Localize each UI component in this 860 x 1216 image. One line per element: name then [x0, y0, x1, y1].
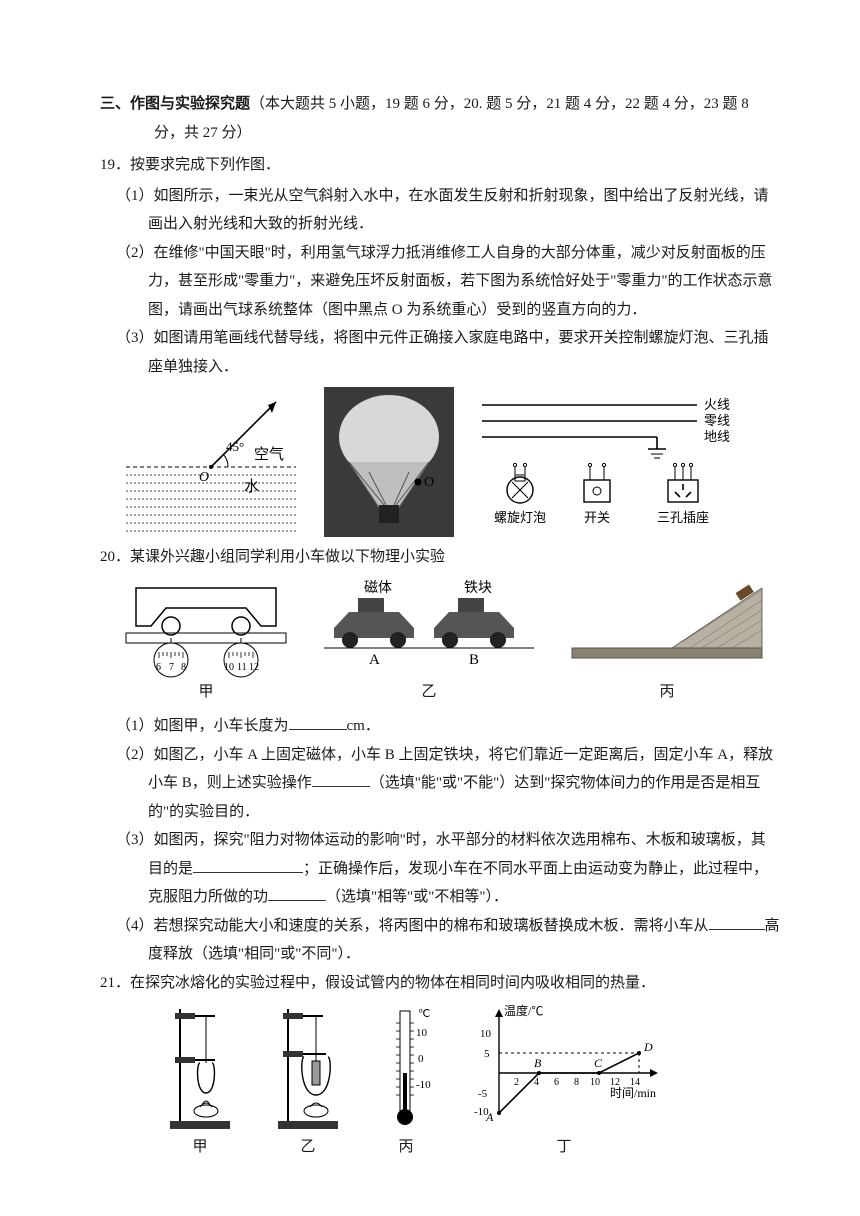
- fig21-yi: [268, 1003, 348, 1133]
- section-note-line1: （本大题共 5 小题，19 题 6 分，20. 题 5 分，21 题 4 分，2…: [250, 96, 749, 112]
- svg-text:温度/℃: 温度/℃: [504, 1003, 543, 1018]
- angle-label: 45°: [226, 439, 244, 454]
- svg-text:10: 10: [416, 1027, 428, 1039]
- svg-text:D: D: [643, 1040, 653, 1054]
- q20-stem: 20．某课外兴趣小组同学利用小车做以下物理小实验: [100, 543, 780, 572]
- svg-text:10: 10: [590, 1077, 600, 1088]
- svg-text:8: 8: [181, 662, 186, 673]
- label21-jia: 甲: [192, 1133, 207, 1162]
- section-title: 三、作图与实验探究题: [100, 96, 250, 112]
- svg-text:0: 0: [418, 1053, 424, 1065]
- svg-text:-10: -10: [416, 1079, 431, 1091]
- fig-light-refraction: 45° O 空气 水: [116, 387, 306, 537]
- q19-figures: 45° O 空气 水 O 火线: [116, 387, 780, 537]
- q20-figures: 678 101112 甲 磁体 铁块 A B 乙: [116, 578, 780, 707]
- q20-p2: （2）如图乙，小车 A 上固定磁体，小车 B 上固定铁块，将它们靠近一定距离后，…: [132, 741, 780, 827]
- q20-p1: （1）如图甲，小车长度为cm．: [132, 712, 780, 741]
- svg-text:℃: ℃: [418, 1008, 430, 1020]
- q19-p1: （1）如图所示，一束光从空气斜射入水中，在水面发生反射和折射现象，图中给出了反射…: [132, 182, 780, 239]
- svg-text:A: A: [369, 652, 380, 668]
- svg-text:A: A: [485, 1110, 494, 1124]
- q21-stem: 21．在探究冰熔化的实验过程中，假设试管内的物体在相同时间内吸收相同的热量．: [100, 969, 780, 998]
- label-live: 火线: [704, 397, 730, 412]
- blank-q20-1[interactable]: [289, 713, 347, 731]
- blank-q20-2[interactable]: [312, 770, 370, 788]
- svg-text:12: 12: [610, 1077, 620, 1088]
- label-ground: 地线: [704, 429, 730, 444]
- label-bulb: 螺旋灯泡: [494, 510, 546, 525]
- fig21-jia: [160, 1003, 240, 1133]
- svg-text:2: 2: [514, 1077, 519, 1088]
- label-yi: 乙: [421, 678, 436, 707]
- q20-p4: （4）若想探究动能大小和速度的关系，将丙图中的棉布和玻璃板替换成木板．需将小车从…: [132, 912, 780, 969]
- svg-text:B: B: [534, 1056, 542, 1070]
- label-water: 水: [244, 478, 259, 495]
- label21-ding: 丁: [556, 1133, 571, 1162]
- svg-text:6: 6: [156, 662, 161, 673]
- fig21-bing: 10 0 -10 ℃: [376, 1003, 436, 1133]
- q21-figures: 甲 乙: [160, 1003, 780, 1162]
- svg-text:4: 4: [534, 1077, 539, 1088]
- svg-text:-5: -5: [478, 1088, 488, 1100]
- label21-bing: 丙: [398, 1133, 413, 1162]
- fig-bing: [562, 578, 772, 678]
- q19-p3: （3）如图请用笔画线代替导线，将图中元件正确接入家庭电路中，要求开关控制螺旋灯泡…: [132, 324, 780, 381]
- balloon-O: O: [424, 475, 434, 490]
- blank-q20-3b[interactable]: [268, 884, 326, 902]
- svg-text:铁块: 铁块: [464, 580, 492, 596]
- svg-text:10: 10: [224, 662, 234, 673]
- svg-text:11: 11: [237, 662, 247, 673]
- svg-text:8: 8: [574, 1077, 579, 1088]
- svg-text:7: 7: [169, 662, 174, 673]
- svg-text:5: 5: [484, 1048, 490, 1060]
- label-bing: 丙: [659, 678, 674, 707]
- blank-q20-3a[interactable]: [193, 855, 303, 873]
- label-jia: 甲: [198, 678, 213, 707]
- label-neutral: 零线: [704, 413, 730, 428]
- fig-yi: 磁体 铁块 A B: [314, 578, 544, 678]
- blank-q20-4[interactable]: [709, 912, 765, 930]
- svg-text:14: 14: [630, 1077, 640, 1088]
- svg-text:磁体: 磁体: [364, 580, 392, 596]
- q20-p3: （3）如图丙，探究"阻力对物体运动的影响"时，水平部分的材料依次选用棉布、木板和…: [132, 826, 780, 912]
- svg-text:12: 12: [249, 662, 259, 673]
- svg-text:10: 10: [480, 1028, 492, 1040]
- svg-text:C: C: [594, 1056, 603, 1070]
- svg-text:B: B: [469, 652, 479, 668]
- svg-text:6: 6: [554, 1077, 559, 1088]
- fig-jia: 678 101112: [116, 578, 296, 678]
- label-switch: 开关: [584, 510, 610, 525]
- label-socket: 三孔插座: [657, 510, 709, 525]
- point-O: O: [199, 470, 209, 485]
- q19-stem: 19．按要求完成下列作图．: [100, 151, 780, 180]
- svg-text:时间/min: 时间/min: [610, 1086, 656, 1100]
- fig-balloon: O: [324, 387, 454, 537]
- fig-circuit: 火线 零线 地线 螺旋灯泡 开关: [472, 387, 762, 537]
- label-air: 空气: [254, 446, 284, 463]
- label21-yi: 乙: [300, 1133, 315, 1162]
- section-note-line2: 分，共 27 分）: [100, 119, 780, 148]
- fig21-ding: 温度/℃ 时间/min 10 5 -5 -10 2 4 6 8 10 12 14: [464, 1003, 664, 1133]
- q19-p2: （2）在维修"中国天眼"时，利用氢气球浮力抵消维修工人自身的大部分体重，减少对反…: [132, 239, 780, 325]
